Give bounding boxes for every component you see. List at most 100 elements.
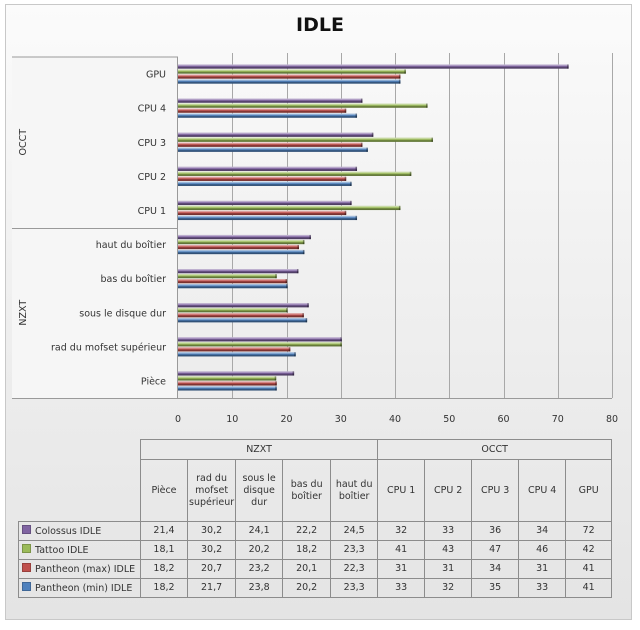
legend-label: Colossus IDLE <box>35 525 102 537</box>
bar-end <box>305 318 308 323</box>
category-label: Pièce <box>141 376 166 387</box>
bar-shade <box>178 269 299 274</box>
bar-shade <box>178 171 412 176</box>
bar-end <box>286 284 288 289</box>
table-cell: 18,2 <box>140 559 188 579</box>
table-cell: 23,8 <box>235 578 284 598</box>
legend-entry: Pantheon (max) IDLE <box>18 559 141 579</box>
x-axis-ticks: 0 10 20 30 40 50 60 70 80 <box>175 414 618 425</box>
bar-shade <box>178 79 401 84</box>
bar-shade <box>178 376 277 381</box>
table-cell: 22,2 <box>282 521 332 541</box>
bar-shade <box>178 181 352 186</box>
bar-end <box>302 249 305 255</box>
table-cell: 18,2 <box>140 578 188 598</box>
table-group-header: OCCT <box>377 439 613 460</box>
table-cell: 21,7 <box>186 578 237 598</box>
x-tick-label: 80 <box>606 414 618 425</box>
legend-swatch <box>22 543 31 553</box>
label-box-bg <box>12 57 178 398</box>
bar-end <box>296 269 299 274</box>
bar-shade <box>178 113 358 118</box>
bar-end <box>355 113 358 118</box>
table-cell: 21,4 <box>140 521 188 541</box>
group-label: OCCT <box>18 129 29 156</box>
category-label: CPU 1 <box>138 206 166 217</box>
table-cell: 31 <box>377 559 426 579</box>
category-label: CPU 4 <box>138 104 166 115</box>
bar-end <box>288 347 291 352</box>
table-column-header: CPU 3 <box>471 459 520 522</box>
table-cell: 24,1 <box>235 521 284 541</box>
table-cell: 30,2 <box>186 540 237 560</box>
x-tick-label: 70 <box>552 414 564 425</box>
category-label: CPU 2 <box>138 172 166 183</box>
bar-end <box>404 69 406 74</box>
bar-shade <box>178 284 288 289</box>
bar-end <box>340 337 342 342</box>
category-label: haut du boîtier <box>96 240 166 251</box>
legend-entry: Colossus IDLE <box>18 521 141 541</box>
table-cell: 18,1 <box>140 540 188 560</box>
bar-end <box>426 103 428 108</box>
table-cell: 32 <box>424 578 473 598</box>
table-cell: 47 <box>471 540 520 560</box>
table-cell: 30,2 <box>186 521 237 541</box>
bar-shade <box>178 64 569 69</box>
table-corner <box>18 439 141 522</box>
bar-shade <box>178 166 358 171</box>
bar-end <box>355 215 358 221</box>
bar-shade <box>178 386 277 391</box>
bar-shade <box>178 239 305 245</box>
bar-end <box>309 234 311 240</box>
bar-shade <box>178 205 401 211</box>
table-column-header: CPU 4 <box>518 459 567 522</box>
table-cell: 32 <box>377 521 426 541</box>
table-cell: 24,5 <box>330 521 379 541</box>
category-label-box <box>12 56 178 399</box>
bar-shade <box>178 137 433 142</box>
table-cell: 23,3 <box>330 540 379 560</box>
bar-end <box>398 205 401 211</box>
table-column-header: haut du boîtier <box>330 459 379 522</box>
table-cell: 34 <box>518 521 567 541</box>
group-labels: OCCT NZXT <box>12 129 178 326</box>
x-tick-label: 50 <box>443 414 455 425</box>
bar-end <box>275 381 277 386</box>
table-cell: 23,3 <box>330 578 379 598</box>
bar-shade <box>178 103 428 108</box>
bar-end <box>350 200 352 206</box>
bar-end <box>398 79 401 84</box>
bar-shade <box>178 337 342 342</box>
bar-end <box>344 108 347 113</box>
bar-shade <box>178 147 368 152</box>
bar-shade <box>178 176 347 181</box>
table-row: Tattoo IDLE 18,1 30,2 20,2 18,2 23,3 41 43 47 46 4… <box>18 540 613 560</box>
bar-shade <box>178 381 277 386</box>
bar-shade <box>178 200 352 206</box>
bar-end <box>344 176 347 181</box>
bar-end <box>355 166 358 171</box>
bar-end <box>398 74 401 79</box>
bar-shade <box>178 210 347 216</box>
table-group-header: NZXT <box>139 439 379 460</box>
table-cell: 20,2 <box>282 578 332 598</box>
bar-shade <box>178 308 288 313</box>
bar-end <box>275 274 277 279</box>
bar-shade <box>178 98 363 103</box>
bar-end <box>340 342 342 347</box>
table-column-header: GPU <box>565 459 613 522</box>
legend-label: Pantheon (min) IDLE <box>35 582 133 594</box>
bar-shade <box>178 142 363 147</box>
bar-shade <box>178 313 304 318</box>
bar-shade <box>178 371 295 376</box>
bar-end <box>297 244 299 250</box>
x-tick-label: 20 <box>280 414 292 425</box>
bar-end <box>302 239 305 245</box>
x-tick-label: 30 <box>335 414 347 425</box>
table-column-header: bas du boîtier <box>282 459 332 522</box>
table-column-header: rad du mofset supérieur <box>186 459 237 522</box>
bar-shade <box>178 303 309 308</box>
group-label: NZXT <box>18 300 29 326</box>
x-tick-label: 40 <box>389 414 401 425</box>
